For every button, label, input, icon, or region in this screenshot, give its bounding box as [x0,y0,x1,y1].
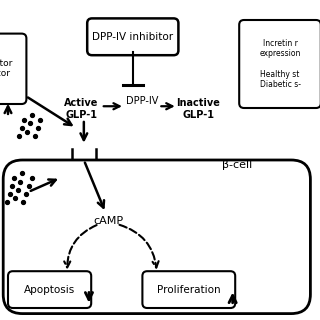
Text: receptor
orvator: receptor orvator [0,59,13,78]
Text: DPP-IV: DPP-IV [126,96,159,106]
FancyBboxPatch shape [0,34,26,104]
Text: Inactive
GLP-1: Inactive GLP-1 [176,98,220,120]
Text: Incretin r
expression

Healthy st
Diabetic s-: Incretin r expression Healthy st Diabeti… [259,39,301,89]
FancyBboxPatch shape [8,271,91,308]
FancyBboxPatch shape [87,18,179,55]
Text: Apoptosis: Apoptosis [24,284,75,295]
FancyBboxPatch shape [142,271,235,308]
Text: cAMP: cAMP [94,216,124,226]
Text: Proliferation: Proliferation [157,284,220,295]
Text: β-cell: β-cell [222,160,252,170]
Text: Active
GLP-1: Active GLP-1 [64,98,99,120]
Text: DPP-IV inhibitor: DPP-IV inhibitor [92,32,173,42]
FancyBboxPatch shape [3,160,310,314]
FancyBboxPatch shape [239,20,320,108]
